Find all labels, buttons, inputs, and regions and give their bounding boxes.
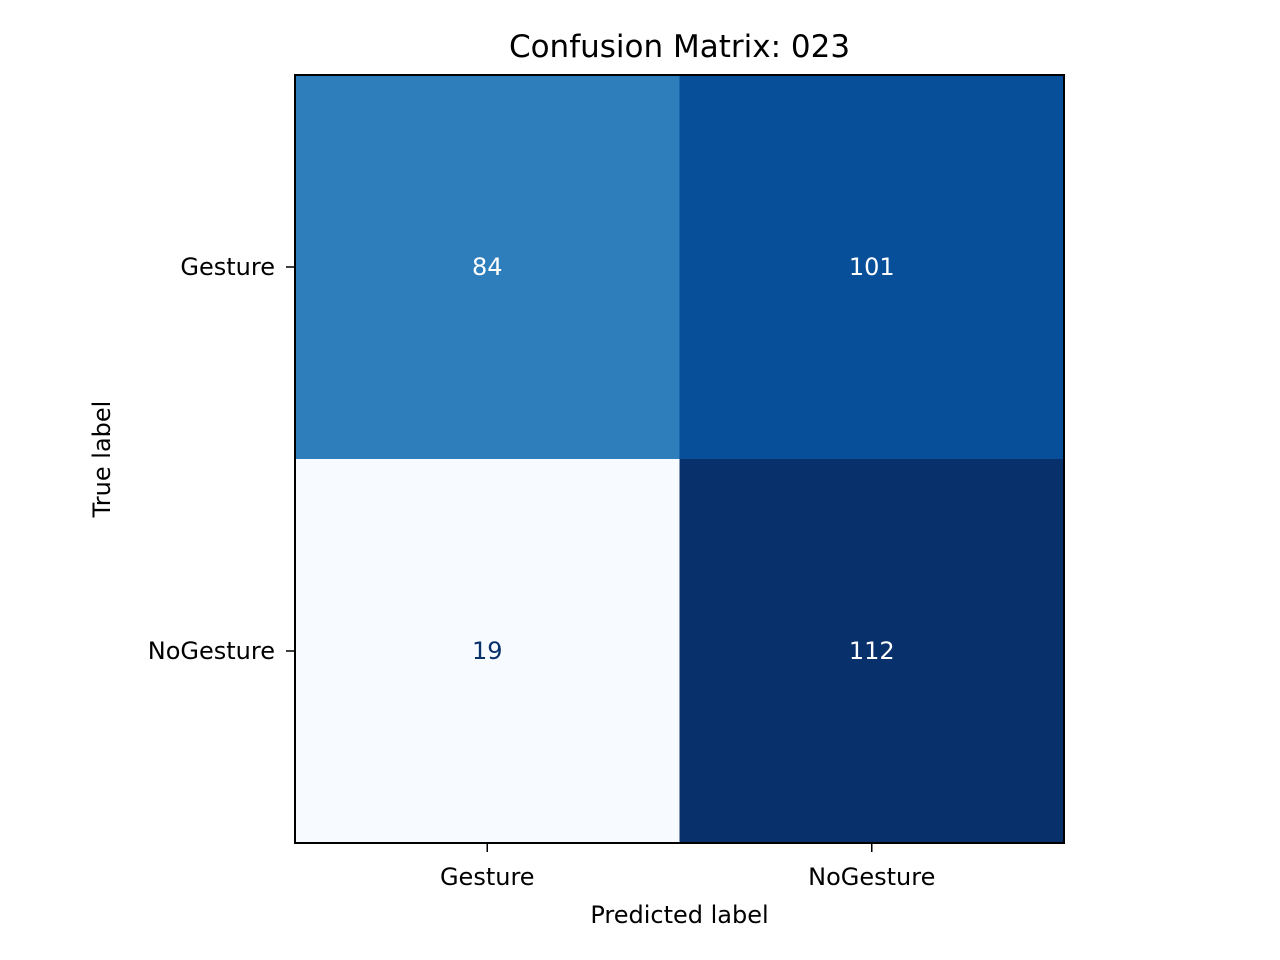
x-tick-label: Gesture: [440, 863, 535, 891]
plot-area: 84 101 19 112: [295, 75, 1065, 844]
plot-frame: [294, 74, 1065, 844]
x-axis-label: Predicted label: [590, 901, 768, 929]
chart-title: Confusion Matrix: 023: [509, 29, 850, 65]
x-axis-ticks: Gesture NoGesture: [440, 843, 935, 891]
matrix-cell: [679, 75, 1065, 460]
y-axis-ticks: Gesture NoGesture: [148, 253, 295, 665]
y-tick-label: NoGesture: [148, 637, 275, 665]
matrix-cell: [679, 459, 1065, 844]
cell-value-label: 19: [472, 637, 503, 665]
y-axis-label: True label: [88, 401, 116, 519]
x-tick-label: NoGesture: [808, 863, 935, 891]
cell-value-label: 84: [472, 253, 503, 281]
y-tick-label: Gesture: [180, 253, 275, 281]
matrix-cell: [295, 75, 680, 460]
cell-value-label: 112: [849, 637, 895, 665]
matrix-cell: [295, 459, 680, 844]
cell-value-label: 101: [849, 253, 895, 281]
